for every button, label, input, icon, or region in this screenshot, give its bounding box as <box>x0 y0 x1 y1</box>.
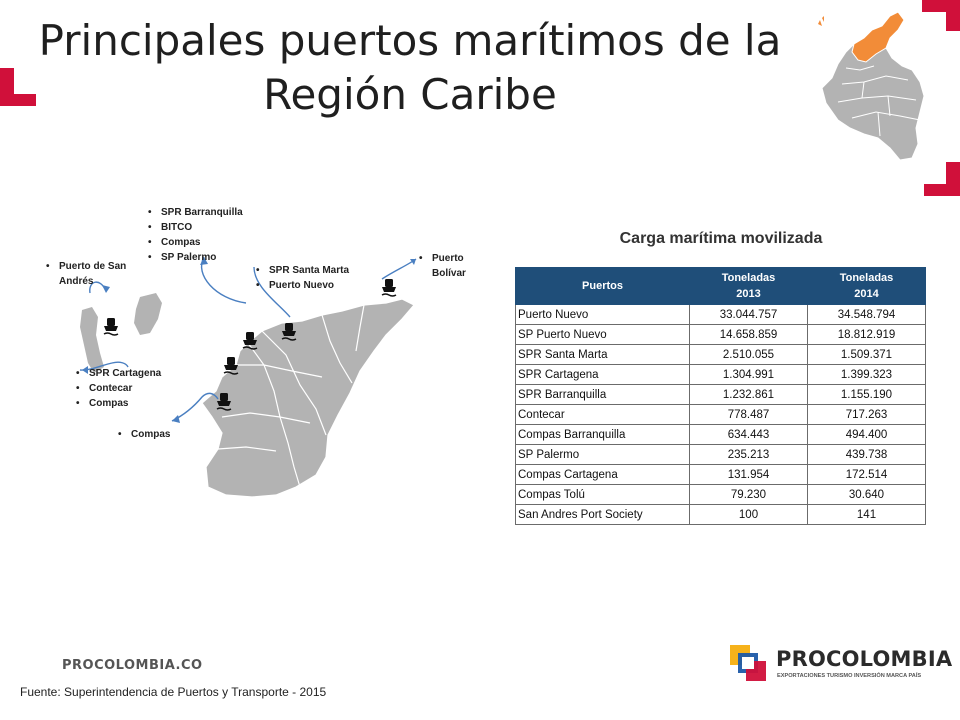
ship-icon <box>216 393 232 411</box>
logo-name: PROCOLOMBIA <box>776 647 953 671</box>
port-list-item: BITCO <box>144 220 264 235</box>
corner-mark-top-right <box>922 0 960 31</box>
cell-2013: 1.304.991 <box>689 364 808 385</box>
corner-mark-left <box>0 68 36 106</box>
table-row: San Andres Port Society 100 141 <box>515 504 926 525</box>
table-row: SPR Santa Marta 2.510.055 1.509.371 <box>515 344 926 365</box>
cell-2014: 172.514 <box>807 464 926 485</box>
cell-port: SPR Santa Marta <box>515 344 690 365</box>
column-header-2014-year: 2014 <box>854 288 879 300</box>
port-list-item: SPR Barranquilla <box>144 205 264 220</box>
port-label-bolivar: Puerto Bolívar <box>415 251 477 281</box>
port-list-item: Compas <box>114 427 194 442</box>
cell-port: Compas Barranquilla <box>515 424 690 445</box>
column-header-port: Puertos <box>515 267 690 305</box>
cell-2013: 14.658.859 <box>689 324 808 345</box>
procolombia-logo: PROCOLOMBIA EXPORTACIONES TURISMO INVERS… <box>730 643 952 685</box>
cell-port: Contecar <box>515 404 690 425</box>
port-label-san-andres: Puerto de San Andrés <box>42 259 132 289</box>
title-line-2: Región Caribe <box>263 69 557 119</box>
cargo-table: Puertos Toneladas 2013 Toneladas 2014 Pu… <box>515 267 926 525</box>
cell-2013: 2.510.055 <box>689 344 808 365</box>
table-row: Compas Barranquilla 634.443 494.400 <box>515 424 926 445</box>
table-row: Compas Cartagena 131.954 172.514 <box>515 464 926 485</box>
ship-icon <box>103 318 119 336</box>
port-list-item: Puerto Nuevo <box>252 278 372 293</box>
logo-tagline: EXPORTACIONES TURISMO INVERSIÓN MARCA PA… <box>777 673 922 679</box>
cell-2013: 778.487 <box>689 404 808 425</box>
cell-2014: 494.400 <box>807 424 926 445</box>
cell-2014: 1.509.371 <box>807 344 926 365</box>
ship-icon <box>242 332 258 350</box>
cell-2013: 1.232.861 <box>689 384 808 405</box>
table-row: SP Puerto Nuevo 14.658.859 18.812.919 <box>515 324 926 345</box>
port-list-item: SPR Santa Marta <box>252 263 372 278</box>
port-list-item: Compas <box>72 396 182 411</box>
port-list-item: SP Palermo <box>144 250 264 265</box>
port-list-item: Contecar <box>72 381 182 396</box>
column-header-2013: Toneladas 2013 <box>689 267 808 305</box>
cell-port: San Andres Port Society <box>515 504 690 525</box>
ship-icon <box>281 323 297 341</box>
cell-2014: 34.548.794 <box>807 304 926 325</box>
ship-icon <box>381 279 397 297</box>
column-header-2014: Toneladas 2014 <box>807 267 926 305</box>
column-header-2014-label: Toneladas <box>839 272 894 284</box>
cell-port: SPR Cartagena <box>515 364 690 385</box>
source-note: Fuente: Superintendencia de Puertos y Tr… <box>20 685 327 699</box>
procolombia-logo-mark <box>730 645 766 681</box>
cell-2013: 100 <box>689 504 808 525</box>
cell-2014: 1.155.190 <box>807 384 926 405</box>
cell-2013: 131.954 <box>689 464 808 485</box>
table-title: Carga marítima movilizada <box>619 230 823 247</box>
cell-2014: 1.399.323 <box>807 364 926 385</box>
cell-2014: 18.812.919 <box>807 324 926 345</box>
table-row: Contecar 778.487 717.263 <box>515 404 926 425</box>
column-header-2013-year: 2013 <box>736 288 761 300</box>
cell-port: Puerto Nuevo <box>515 304 690 325</box>
corner-mark-right <box>924 162 960 196</box>
cell-2013: 235.213 <box>689 444 808 465</box>
port-list-item: Puerto de San Andrés <box>42 259 132 289</box>
cell-2014: 439.738 <box>807 444 926 465</box>
table-row: SPR Barranquilla 1.232.861 1.155.190 <box>515 384 926 405</box>
cell-2013: 79.230 <box>689 484 808 505</box>
port-list-item: Puerto Bolívar <box>415 251 477 281</box>
table-row: Puerto Nuevo 33.044.757 34.548.794 <box>515 304 926 325</box>
table-row: SP Palermo 235.213 439.738 <box>515 444 926 465</box>
port-list-item: SPR Cartagena <box>72 366 182 381</box>
ship-icon <box>223 357 239 375</box>
table-row: Compas Tolú 79.230 30.640 <box>515 484 926 505</box>
port-label-barranquilla: SPR Barranquilla BITCO Compas SP Palermo <box>144 205 264 265</box>
cell-port: Compas Tolú <box>515 484 690 505</box>
website-link[interactable]: PROCOLOMBIA.CO <box>62 658 203 673</box>
cell-2013: 634.443 <box>689 424 808 445</box>
cell-port: SP Palermo <box>515 444 690 465</box>
table-row: SPR Cartagena 1.304.991 1.399.323 <box>515 364 926 385</box>
table-header-row: Puertos Toneladas 2013 Toneladas 2014 <box>515 267 926 305</box>
cell-2013: 33.044.757 <box>689 304 808 325</box>
port-label-tolu: Compas <box>114 427 194 442</box>
cell-port: Compas Cartagena <box>515 464 690 485</box>
cell-port: SPR Barranquilla <box>515 384 690 405</box>
port-label-santa-marta: SPR Santa Marta Puerto Nuevo <box>252 263 372 293</box>
slide-title: Principales puertos marítimos de la Regi… <box>0 14 820 122</box>
cell-2014: 30.640 <box>807 484 926 505</box>
port-label-cartagena: SPR Cartagena Contecar Compas <box>72 366 182 411</box>
colombia-map-icon <box>818 11 925 161</box>
title-line-1: Principales puertos marítimos de la <box>38 16 782 65</box>
cell-2014: 717.263 <box>807 404 926 425</box>
cell-port: SP Puerto Nuevo <box>515 324 690 345</box>
port-list-item: Compas <box>144 235 264 250</box>
column-header-2013-label: Toneladas <box>721 272 776 284</box>
cell-2014: 141 <box>807 504 926 525</box>
